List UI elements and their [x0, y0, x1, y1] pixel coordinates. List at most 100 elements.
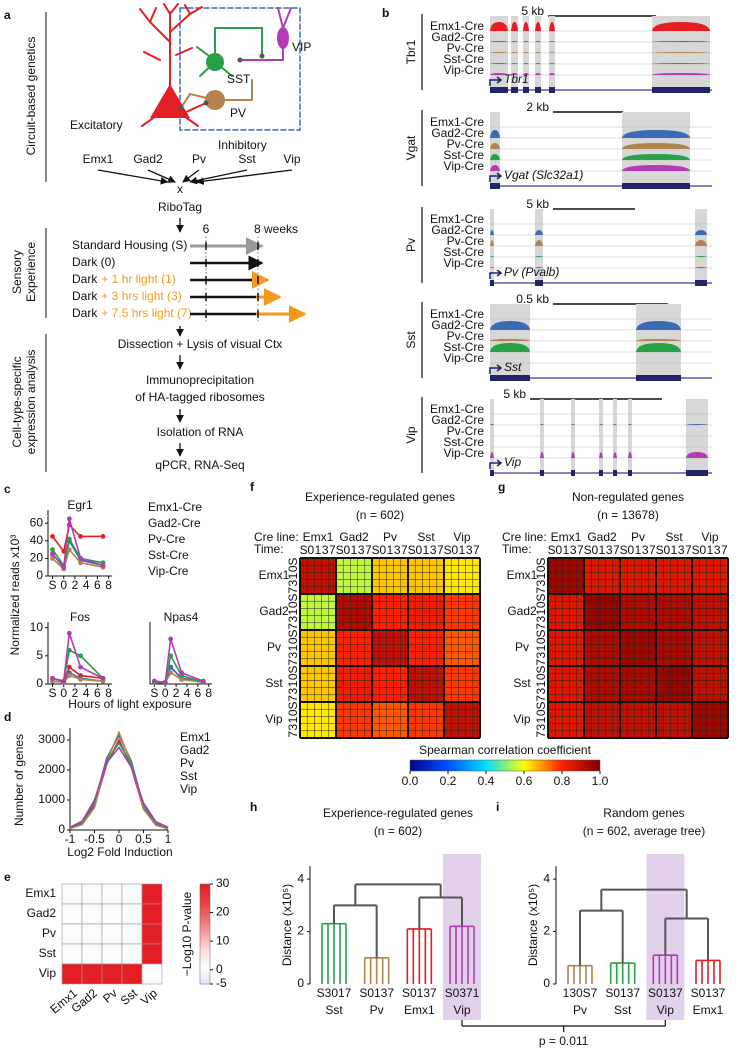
chart-title: Random genes	[603, 806, 684, 820]
data-point	[50, 551, 55, 557]
excitatory-neuron	[150, 84, 190, 118]
time-label: 7	[286, 623, 300, 630]
coverage-peak	[549, 41, 555, 42]
driver-label: Emx1	[83, 152, 114, 166]
heat-cell	[121, 943, 143, 965]
y-tick-label: 2	[543, 924, 550, 938]
group-label: Pv	[383, 530, 397, 544]
x-tick-label: 6	[94, 578, 101, 592]
time-label: 3	[534, 652, 548, 659]
time-label: S	[286, 594, 300, 602]
time-label: 7	[473, 543, 480, 557]
inhibitory-box	[179, 7, 301, 131]
time-label: 0	[534, 709, 548, 716]
row-label: Sst	[39, 946, 57, 960]
coverage-peak	[549, 73, 555, 75]
correlation-block	[336, 630, 372, 666]
tss-arrow	[489, 172, 503, 182]
correlation-block	[408, 630, 444, 666]
heat-cell	[101, 943, 123, 965]
exon	[686, 470, 708, 476]
correlation-block	[620, 594, 656, 630]
correlation-block	[548, 630, 584, 666]
time-label: 7	[286, 731, 300, 738]
x-tick-label: S	[48, 578, 56, 592]
time-label: 7	[286, 659, 300, 666]
panel-label: f	[250, 480, 255, 494]
coverage-peak	[490, 424, 494, 425]
time-label: 3	[286, 580, 300, 587]
exon	[571, 470, 575, 476]
correlation-block	[584, 594, 620, 630]
time-label: 3	[322, 543, 329, 557]
colorbar-tick-label: 1.0	[592, 774, 609, 788]
legend-label: Sst	[180, 769, 198, 783]
condition-text: Dark (0)	[72, 255, 115, 269]
time-label: 7	[534, 695, 548, 702]
data-point	[78, 534, 83, 539]
coverage-peak	[622, 165, 690, 171]
exon	[490, 183, 500, 189]
time-label: 0	[699, 543, 706, 557]
data-point	[168, 636, 174, 642]
correlation-block	[336, 666, 372, 702]
time-label: 0	[534, 637, 548, 644]
time-label: 0	[534, 601, 548, 608]
coverage-peak	[490, 143, 500, 149]
data-point	[179, 670, 184, 676]
time-label: 7	[365, 543, 372, 557]
heat-cell	[81, 943, 103, 965]
time-label: 1	[534, 572, 548, 579]
leaf-labels: S0137	[691, 986, 726, 1000]
time-label: 1	[387, 543, 394, 557]
correlation-block	[548, 558, 584, 594]
time-label: S	[534, 702, 548, 710]
gene-name: Pv	[404, 238, 418, 252]
condition-light: + 3 hrs light (3)	[101, 289, 181, 303]
coverage-peak	[628, 452, 632, 458]
x-tick-label: 6	[94, 686, 101, 700]
time-label: 1	[534, 716, 548, 723]
group-label: Emx1	[507, 568, 538, 582]
heat-cell	[61, 923, 83, 945]
colorbar-tick-label: 30	[216, 876, 230, 890]
time-label: 7	[437, 543, 444, 557]
data-point	[50, 675, 55, 681]
time-label: 3	[606, 543, 613, 557]
step-label: Immunoprecipitation	[146, 373, 254, 387]
timeline-tick: 6	[203, 222, 210, 236]
coverage-peak	[628, 424, 632, 425]
time-label: S	[286, 702, 300, 710]
p-value: p = 0.011	[539, 1034, 589, 1048]
arrow	[182, 169, 200, 183]
x-tick-label: 8	[105, 686, 112, 700]
coverage-peak	[490, 343, 530, 352]
scale-label: 2 kb	[526, 100, 549, 114]
coverage-peak	[686, 424, 708, 425]
time-label: 1	[534, 644, 548, 651]
circuit-schematic	[139, 3, 301, 131]
correlation-block	[300, 666, 336, 702]
coverage-peak	[535, 41, 541, 42]
coverage-peak	[535, 230, 543, 235]
time-label: S	[534, 594, 548, 602]
correlation-block	[336, 594, 372, 630]
data-point	[66, 673, 72, 678]
series-line	[69, 741, 169, 829]
condition-light: + 1 hr light (1)	[101, 272, 175, 286]
track-label: Pv-Cre	[447, 329, 485, 343]
data-point	[100, 675, 106, 681]
synapse	[178, 105, 184, 111]
driver-label: Gad2	[133, 152, 163, 166]
condition-light: + 7.5 hrs light (7)	[101, 306, 191, 320]
time-label: 0	[286, 709, 300, 716]
panel-label: h	[250, 800, 257, 814]
coverage-peak	[490, 452, 494, 458]
condition-text: Dark	[72, 306, 98, 320]
x-tick-label: 0	[60, 686, 67, 700]
coverage-peak	[535, 240, 543, 246]
time-label: S	[336, 543, 344, 557]
driver-label: Sst	[238, 152, 256, 166]
exon	[490, 470, 494, 476]
